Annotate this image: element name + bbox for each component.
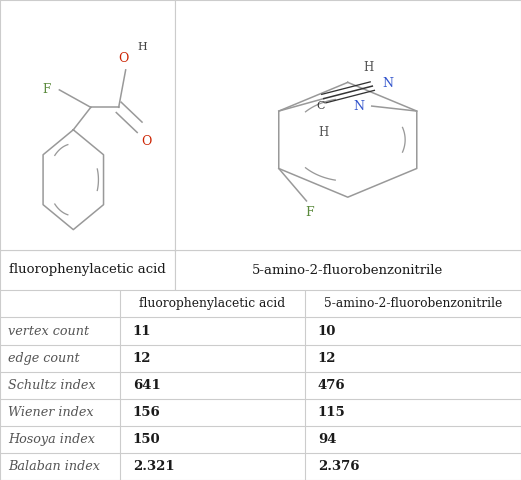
Text: 150: 150 bbox=[133, 433, 160, 446]
Text: fluorophenylacetic acid: fluorophenylacetic acid bbox=[139, 298, 286, 311]
Text: 5-amino-2-fluorobenzonitrile: 5-amino-2-fluorobenzonitrile bbox=[252, 264, 443, 276]
Text: Wiener index: Wiener index bbox=[8, 406, 93, 419]
Text: H: H bbox=[318, 126, 328, 139]
Text: H: H bbox=[363, 60, 374, 73]
Text: 11: 11 bbox=[133, 324, 152, 337]
Text: 10: 10 bbox=[318, 324, 336, 337]
Text: Balaban index: Balaban index bbox=[8, 460, 100, 473]
Text: vertex count: vertex count bbox=[8, 324, 89, 337]
Text: N: N bbox=[354, 99, 365, 113]
Text: 2.376: 2.376 bbox=[318, 460, 359, 473]
Text: 641: 641 bbox=[133, 379, 160, 392]
Text: 94: 94 bbox=[318, 433, 337, 446]
Text: 12: 12 bbox=[318, 352, 337, 365]
Text: 5-amino-2-fluorobenzonitrile: 5-amino-2-fluorobenzonitrile bbox=[324, 298, 502, 311]
Text: H: H bbox=[138, 42, 147, 52]
Text: Schultz index: Schultz index bbox=[8, 379, 95, 392]
Text: 476: 476 bbox=[318, 379, 345, 392]
Text: 156: 156 bbox=[133, 406, 160, 419]
Text: edge count: edge count bbox=[8, 352, 79, 365]
Text: F: F bbox=[42, 84, 51, 96]
Text: 115: 115 bbox=[318, 406, 345, 419]
Text: F: F bbox=[306, 206, 314, 219]
Text: Hosoya index: Hosoya index bbox=[8, 433, 95, 446]
Text: O: O bbox=[141, 135, 152, 148]
Text: C: C bbox=[316, 101, 325, 111]
Text: fluorophenylacetic acid: fluorophenylacetic acid bbox=[9, 264, 166, 276]
Text: 2.321: 2.321 bbox=[133, 460, 175, 473]
Text: 12: 12 bbox=[133, 352, 152, 365]
Text: N: N bbox=[383, 77, 394, 90]
Text: O: O bbox=[119, 52, 129, 65]
